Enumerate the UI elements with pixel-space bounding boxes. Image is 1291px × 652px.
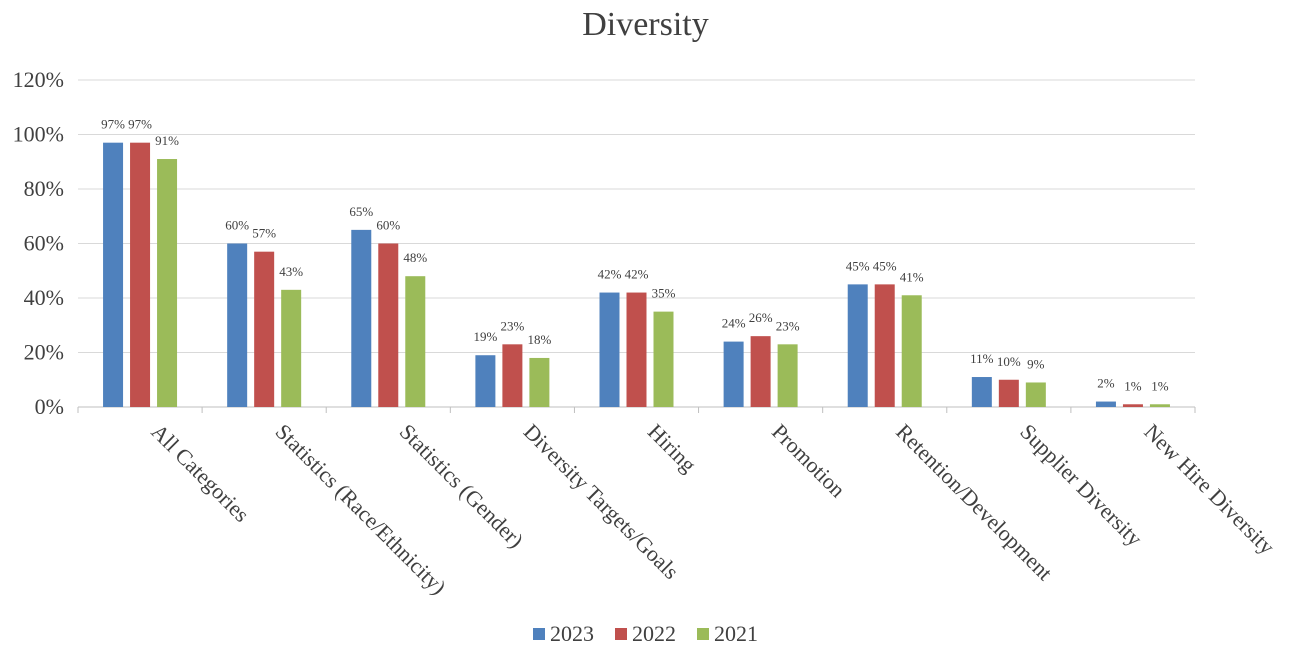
x-category-label: Promotion [767,419,850,502]
legend-swatch-2021 [697,628,709,640]
data-label: 35% [652,286,676,301]
data-label: 26% [749,310,773,325]
bar-2021 [529,357,550,407]
bar-2022 [750,336,771,407]
data-label: 23% [500,318,524,333]
data-label: 10% [997,354,1021,369]
data-label: 45% [846,258,870,273]
data-label: 45% [873,258,897,273]
bar-2023 [227,243,248,407]
bar-2021 [653,311,674,407]
bar-2023 [103,142,124,408]
bar-2021 [405,276,426,407]
y-tick-label: 100% [13,122,64,147]
data-label: 43% [279,264,303,279]
y-tick-label: 60% [24,231,64,256]
bar-2021 [901,295,922,407]
x-category-label: New Hire Diversity [1139,419,1279,559]
bar-2022 [626,292,647,407]
legend-label: 2023 [550,621,594,646]
bar-2023 [847,284,868,407]
data-label: 97% [128,117,152,132]
bar-2021 [157,159,178,407]
bar-2022 [502,344,523,407]
x-category-label: Supplier Diversity [1015,419,1147,551]
x-category-label: Hiring [643,419,701,477]
legend-label: 2022 [632,621,676,646]
y-tick-label: 40% [24,285,64,310]
bar-2023 [971,377,992,407]
data-label: 97% [101,117,125,132]
bar-2023 [475,355,496,407]
data-label: 23% [776,318,800,333]
bar-2022 [130,142,151,408]
bar-2021 [281,289,302,407]
bar-2022 [998,379,1019,407]
x-category-label: All Categories [147,419,255,527]
bar-2021 [1149,404,1170,407]
chart-title: Diversity [582,6,709,43]
data-label: 9% [1027,356,1045,371]
legend-swatch-2022 [615,628,627,640]
data-label: 18% [527,332,551,347]
data-label: 65% [349,204,373,219]
data-label: 60% [376,218,400,233]
data-label: 24% [722,316,746,331]
data-label: 11% [970,351,994,366]
bar-2023 [723,341,744,407]
data-label: 42% [598,267,622,282]
data-label: 1% [1124,378,1142,393]
bar-2021 [777,344,798,407]
bar-2022 [378,243,399,407]
data-label: 41% [900,269,924,284]
bar-2023 [351,229,372,407]
data-label: 48% [403,250,427,265]
data-label: 42% [625,267,649,282]
bar-2023 [1095,401,1116,407]
bar-2022 [254,251,275,407]
y-tick-label: 20% [24,340,64,365]
data-label: 91% [155,133,179,148]
y-tick-label: 0% [35,394,64,419]
data-label: 19% [473,329,497,344]
bar-2023 [599,292,620,407]
legend-swatch-2023 [533,628,545,640]
data-label: 57% [252,226,276,241]
bar-2021 [1025,382,1046,407]
data-label: 2% [1097,376,1115,391]
legend-label: 2021 [714,621,758,646]
bar-2022 [1122,404,1143,407]
data-label: 1% [1151,378,1169,393]
bar-2022 [874,284,895,407]
x-category-label: Statistics (Gender) [395,419,529,553]
data-label: 60% [225,218,249,233]
y-tick-label: 80% [24,176,64,201]
y-tick-label: 120% [13,67,64,92]
